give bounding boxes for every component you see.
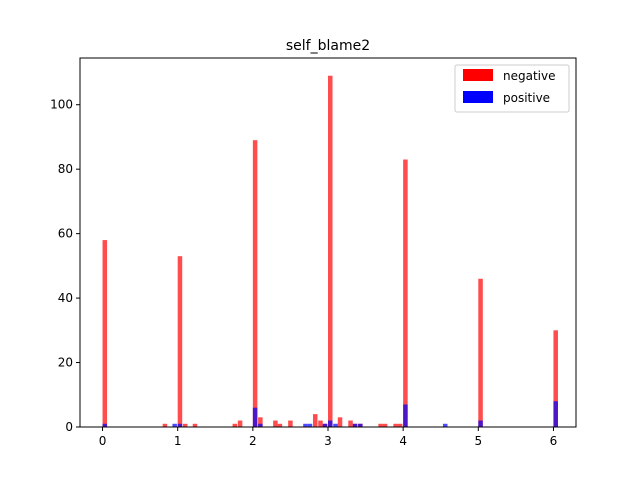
x-tick-label: 3 xyxy=(324,434,332,448)
bar-negative xyxy=(348,420,353,427)
bar-positive xyxy=(177,423,183,427)
x-tick-label: 0 xyxy=(99,434,107,448)
bar-negative xyxy=(382,423,388,427)
bar-positive xyxy=(303,423,308,427)
x-axis: 0 1 2 3 4 5 6 xyxy=(99,427,558,448)
bar-negative xyxy=(312,414,318,427)
bar-positive xyxy=(553,401,558,427)
x-tick-label: 2 xyxy=(249,434,257,448)
bar-positive xyxy=(358,423,363,427)
x-tick-label: 4 xyxy=(399,434,407,448)
bar-negative xyxy=(182,423,188,427)
y-tick-label: 60 xyxy=(58,227,73,241)
y-tick-label: 40 xyxy=(58,291,73,305)
bar-negative xyxy=(277,423,283,427)
bar-negative xyxy=(102,240,108,427)
bar-negative xyxy=(337,417,343,427)
bars-group xyxy=(102,75,558,427)
legend-label-negative: negative xyxy=(503,69,555,83)
bar-negative xyxy=(553,330,558,427)
bar-negative xyxy=(318,420,323,427)
bar-negative xyxy=(288,420,293,427)
y-tick-label: 80 xyxy=(58,162,73,176)
bar-negative xyxy=(237,420,243,427)
bar-positive xyxy=(328,420,333,427)
bar-positive xyxy=(442,423,448,427)
legend: negative positive xyxy=(454,64,570,113)
y-axis: 0 20 40 60 80 100 xyxy=(50,98,80,434)
bar-negative xyxy=(393,423,398,427)
bar-positive xyxy=(102,423,108,427)
y-tick-label: 0 xyxy=(65,420,73,434)
bar-positive xyxy=(172,423,177,427)
bar-negative xyxy=(273,420,278,427)
legend-swatch-negative xyxy=(463,69,493,81)
bar-negative xyxy=(192,423,198,427)
bar-positive xyxy=(403,404,408,427)
bar-negative xyxy=(252,140,258,427)
bar-negative xyxy=(177,256,183,427)
bar-negative xyxy=(328,75,333,427)
bar-negative xyxy=(397,423,403,427)
y-tick-label: 20 xyxy=(58,356,73,370)
bar-negative xyxy=(162,423,168,427)
bar-negative xyxy=(232,423,238,427)
legend-label-positive: positive xyxy=(503,91,550,105)
bar-negative xyxy=(378,423,383,427)
bar-positive xyxy=(307,423,313,427)
bar-positive xyxy=(333,423,338,427)
bar-positive xyxy=(252,407,258,427)
bar-positive xyxy=(352,423,358,427)
y-tick-label: 100 xyxy=(50,98,73,112)
legend-swatch-positive xyxy=(463,91,493,103)
bar-negative xyxy=(478,278,483,427)
bar-positive xyxy=(322,423,328,427)
x-tick-label: 1 xyxy=(174,434,182,448)
bar-negative xyxy=(258,417,263,427)
bar-positive xyxy=(258,423,263,427)
x-tick-label: 5 xyxy=(474,434,482,448)
bar-positive xyxy=(478,420,483,427)
chart-title: self_blame2 xyxy=(286,38,370,54)
x-tick-label: 6 xyxy=(550,434,558,448)
bar-negative xyxy=(403,159,408,427)
